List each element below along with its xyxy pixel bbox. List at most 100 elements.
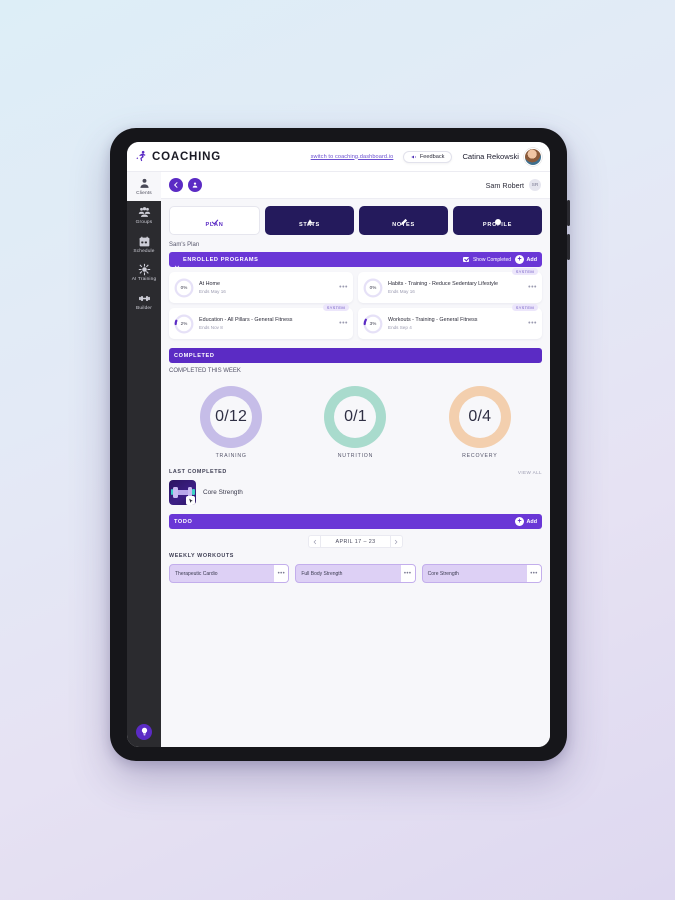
- sidebar-item-schedule[interactable]: Schedule: [127, 230, 161, 259]
- client-profile-button[interactable]: [188, 178, 202, 192]
- program-progress-ring: 2%: [174, 314, 194, 334]
- week-navigator: APRIL 17 – 23: [169, 535, 542, 548]
- workout-more-menu[interactable]: •••: [400, 565, 415, 582]
- dumbbell-weight-left: [173, 486, 178, 498]
- plan-scroll-area[interactable]: PLAN STATS NOTES: [161, 199, 550, 747]
- person-icon: [138, 177, 151, 190]
- workout-card[interactable]: Therapeutic Cardio •••: [169, 564, 290, 583]
- todo-title: TODO: [174, 518, 193, 525]
- completed-bar[interactable]: COMPLETED: [169, 348, 542, 363]
- program-progress-ring: 0%: [363, 278, 383, 298]
- view-all-link[interactable]: VIEW ALL: [517, 469, 542, 475]
- completed-rings-row: 0/12 TRAINING 0/1 NUTRITION: [169, 386, 542, 459]
- groups-icon: [138, 206, 151, 219]
- dumbbell-tip-left: [170, 489, 173, 495]
- brand-logo[interactable]: COACHING: [135, 150, 221, 163]
- back-button[interactable]: [169, 178, 183, 192]
- tab-notes[interactable]: NOTES: [359, 206, 448, 235]
- program-more-menu[interactable]: •••: [339, 320, 348, 327]
- coach-name: Catina Rekowski: [462, 152, 519, 161]
- program-text-group: Workouts - Training - General Fitness En…: [388, 317, 520, 331]
- workout-card[interactable]: Full Body Strength •••: [295, 564, 416, 583]
- plus-icon: +: [515, 255, 525, 264]
- workout-more-menu[interactable]: •••: [526, 565, 541, 582]
- program-text-group: Education - All Pillars - General Fitnes…: [199, 317, 331, 331]
- ring-inner: 0/4: [458, 396, 501, 438]
- ring-value: 0/1: [344, 408, 367, 425]
- tab-plan[interactable]: PLAN: [169, 206, 260, 235]
- ring-label: RECOVERY: [462, 453, 498, 459]
- program-percent: 0%: [180, 285, 188, 290]
- tablet-frame: COACHING switch to coaching.dashboard.io…: [110, 128, 570, 761]
- help-lightbulb-button[interactable]: [136, 724, 152, 740]
- check-icon: [211, 213, 219, 225]
- sidebar-item-clients[interactable]: Clients: [127, 172, 161, 201]
- next-week-button[interactable]: [389, 535, 403, 548]
- enrolled-programs-title: ENROLLED PROGRAMS: [183, 256, 259, 263]
- program-subtitle: Ends Nov 8: [199, 325, 223, 331]
- program-card[interactable]: SYSTEM 3% Workouts - Training - General …: [358, 304, 542, 339]
- weekly-workouts-row: Therapeutic Cardio ••• Full Body Strengt…: [169, 564, 542, 583]
- workout-name: Full Body Strength: [301, 570, 343, 577]
- chevron-right-icon: [394, 539, 398, 544]
- enrolled-programs-bar[interactable]: ENROLLED PROGRAMS Show Completed + Add: [169, 252, 542, 268]
- tablet-screen: COACHING switch to coaching.dashboard.io…: [127, 142, 550, 747]
- last-completed-label: LAST COMPLETED: [169, 469, 227, 475]
- sidebar-item-builder[interactable]: Builder: [127, 287, 161, 316]
- arrow-left-icon: [172, 176, 180, 194]
- workout-more-menu[interactable]: •••: [274, 565, 289, 582]
- completed-week-caption: COMPLETED THIS WEEK: [169, 368, 241, 374]
- ring-graphic: 0/12: [200, 386, 263, 448]
- client-identity[interactable]: Sam Robert SR: [486, 179, 541, 191]
- program-percent: 0%: [369, 285, 377, 290]
- program-card[interactable]: SYSTEM 2% Education - All Pillars - Gene…: [169, 304, 353, 339]
- last-completed-item[interactable]: Core Strength: [169, 480, 542, 505]
- coach-account[interactable]: Catina Rekowski: [462, 147, 542, 166]
- last-completed-header: LAST COMPLETED VIEW ALL: [169, 469, 542, 475]
- program-title: Education - All Pillars - General Fitnes…: [199, 316, 293, 323]
- sidebar-label-groups: Groups: [135, 219, 153, 225]
- dumbbell-bar: [174, 489, 191, 495]
- last-completed-name: Core Strength: [203, 489, 243, 496]
- add-todo-button[interactable]: + Add: [515, 517, 537, 526]
- todo-bar[interactable]: TODO + Add: [169, 514, 542, 529]
- tab-profile[interactable]: PROFILE: [453, 206, 542, 235]
- enrolled-bar-actions: Show Completed + Add: [463, 255, 537, 264]
- switch-dashboard-link[interactable]: switch to coaching.dashboard.io: [310, 153, 394, 160]
- program-more-menu[interactable]: •••: [339, 284, 348, 291]
- program-text-group: At Home Ends May 16: [199, 281, 331, 295]
- program-more-menu[interactable]: •••: [528, 320, 537, 327]
- tab-label-stats: STATS: [298, 222, 320, 228]
- program-subtitle: Ends Sep 4: [388, 325, 412, 331]
- feedback-label: Feedback: [419, 153, 445, 160]
- brand-name: COACHING: [152, 150, 222, 163]
- program-subtitle: Ends May 16: [388, 289, 415, 295]
- lightbulb-icon: [140, 723, 149, 741]
- feedback-button[interactable]: Feedback: [403, 150, 453, 163]
- program-card[interactable]: 0% At Home Ends May 16 •••: [169, 272, 353, 303]
- workout-card[interactable]: Core Strength •••: [421, 564, 542, 583]
- program-card[interactable]: SYSTEM 0% Habits - Training - Reduce Sed…: [358, 268, 542, 303]
- sidebar-item-ai-training[interactable]: AI Training: [127, 258, 161, 287]
- tablet-volume-button-down: [567, 234, 570, 260]
- ring-inner: 0/1: [334, 396, 377, 438]
- program-more-menu[interactable]: •••: [528, 284, 537, 291]
- sidebar-label-ai-training: AI Training: [131, 277, 157, 283]
- ring-recovery: 0/4 RECOVERY: [448, 386, 511, 459]
- completed-title: COMPLETED: [174, 352, 215, 359]
- show-completed-checkbox[interactable]: [463, 256, 469, 263]
- add-program-button[interactable]: + Add: [515, 255, 537, 264]
- user-circle-icon: [494, 213, 502, 225]
- prev-week-button[interactable]: [308, 535, 322, 548]
- chart-icon: [306, 213, 314, 225]
- sidebar-item-groups[interactable]: Groups: [127, 201, 161, 230]
- system-badge: SYSTEM: [322, 304, 349, 311]
- note-icon: [400, 213, 408, 225]
- tablet-volume-button-up: [567, 200, 570, 226]
- avatar[interactable]: [524, 147, 542, 166]
- client-header-bar: Sam Robert SR: [161, 172, 550, 199]
- megaphone-icon: [411, 154, 417, 160]
- tab-stats[interactable]: STATS: [265, 206, 354, 235]
- todo-bar-actions: + Add: [515, 517, 537, 526]
- plan-caption: Sam's Plan: [169, 242, 200, 248]
